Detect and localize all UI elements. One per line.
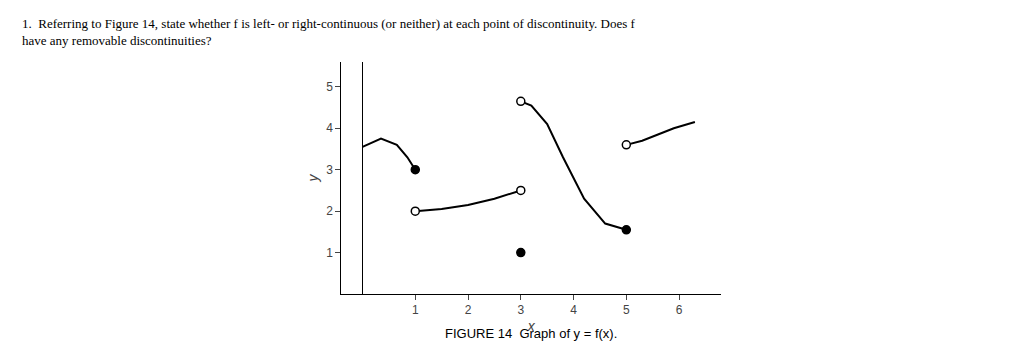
svg-text:1: 1 — [326, 246, 333, 260]
svg-text:2: 2 — [326, 204, 333, 218]
svg-text:y: y — [305, 174, 321, 183]
svg-text:FIGURE 14 Graph of y = f(x).: FIGURE 14 Graph of y = f(x). — [445, 326, 617, 341]
svg-text:3: 3 — [326, 163, 333, 177]
svg-text:5: 5 — [623, 303, 630, 317]
svg-text:1: 1 — [412, 303, 419, 317]
svg-text:4: 4 — [570, 303, 577, 317]
svg-text:3: 3 — [517, 303, 524, 317]
svg-text:x: x — [527, 318, 536, 334]
svg-text:4: 4 — [326, 121, 333, 135]
svg-text:1. Referring to Figure 14, st: 1. Referring to Figure 14, state whether… — [22, 16, 636, 48]
svg-text:2: 2 — [465, 303, 472, 317]
svg-text:5: 5 — [326, 80, 333, 94]
svg-text:6: 6 — [676, 303, 683, 317]
